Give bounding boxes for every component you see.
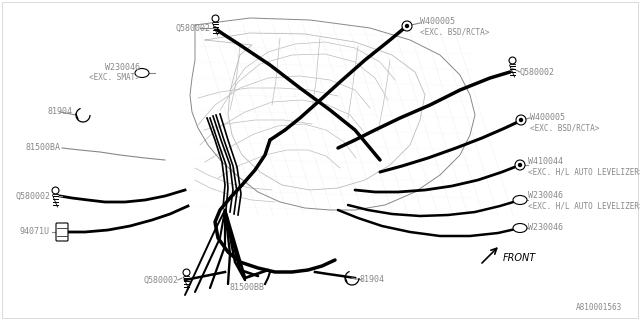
Text: <EXC. BSD/RCTA>: <EXC. BSD/RCTA> [530, 124, 600, 132]
Text: W410044: W410044 [528, 157, 563, 166]
Text: Q580002: Q580002 [143, 276, 178, 284]
Text: Q580002: Q580002 [15, 191, 50, 201]
Text: <EXC. SMAT>: <EXC. SMAT> [89, 74, 140, 83]
Circle shape [515, 160, 525, 170]
Text: <EXC. H/L AUTO LEVELIZER>: <EXC. H/L AUTO LEVELIZER> [528, 202, 640, 211]
Text: Q580002: Q580002 [175, 23, 210, 33]
Circle shape [406, 25, 408, 28]
Ellipse shape [513, 223, 527, 233]
Circle shape [518, 164, 522, 166]
Text: W230046: W230046 [105, 63, 140, 73]
Text: W400005: W400005 [420, 18, 455, 27]
Text: 81904: 81904 [47, 108, 72, 116]
Text: 81904: 81904 [360, 276, 385, 284]
Text: 81500BA: 81500BA [25, 143, 60, 153]
Circle shape [520, 118, 522, 122]
Text: W400005: W400005 [530, 114, 565, 123]
Text: W230046: W230046 [528, 223, 563, 233]
FancyBboxPatch shape [56, 223, 68, 241]
Text: FRONT: FRONT [503, 253, 536, 263]
Text: <EXC. BSD/RCTA>: <EXC. BSD/RCTA> [420, 28, 490, 36]
Circle shape [516, 115, 526, 125]
Circle shape [402, 21, 412, 31]
Text: Q580002: Q580002 [520, 68, 555, 76]
Ellipse shape [135, 68, 149, 77]
Text: A810001563: A810001563 [576, 303, 622, 313]
Ellipse shape [513, 196, 527, 204]
Text: <EXC. H/L AUTO LEVELIZER>: <EXC. H/L AUTO LEVELIZER> [528, 167, 640, 177]
Text: W230046: W230046 [528, 191, 563, 201]
Text: 81500BB: 81500BB [230, 284, 265, 292]
Text: 94071U: 94071U [20, 228, 50, 236]
